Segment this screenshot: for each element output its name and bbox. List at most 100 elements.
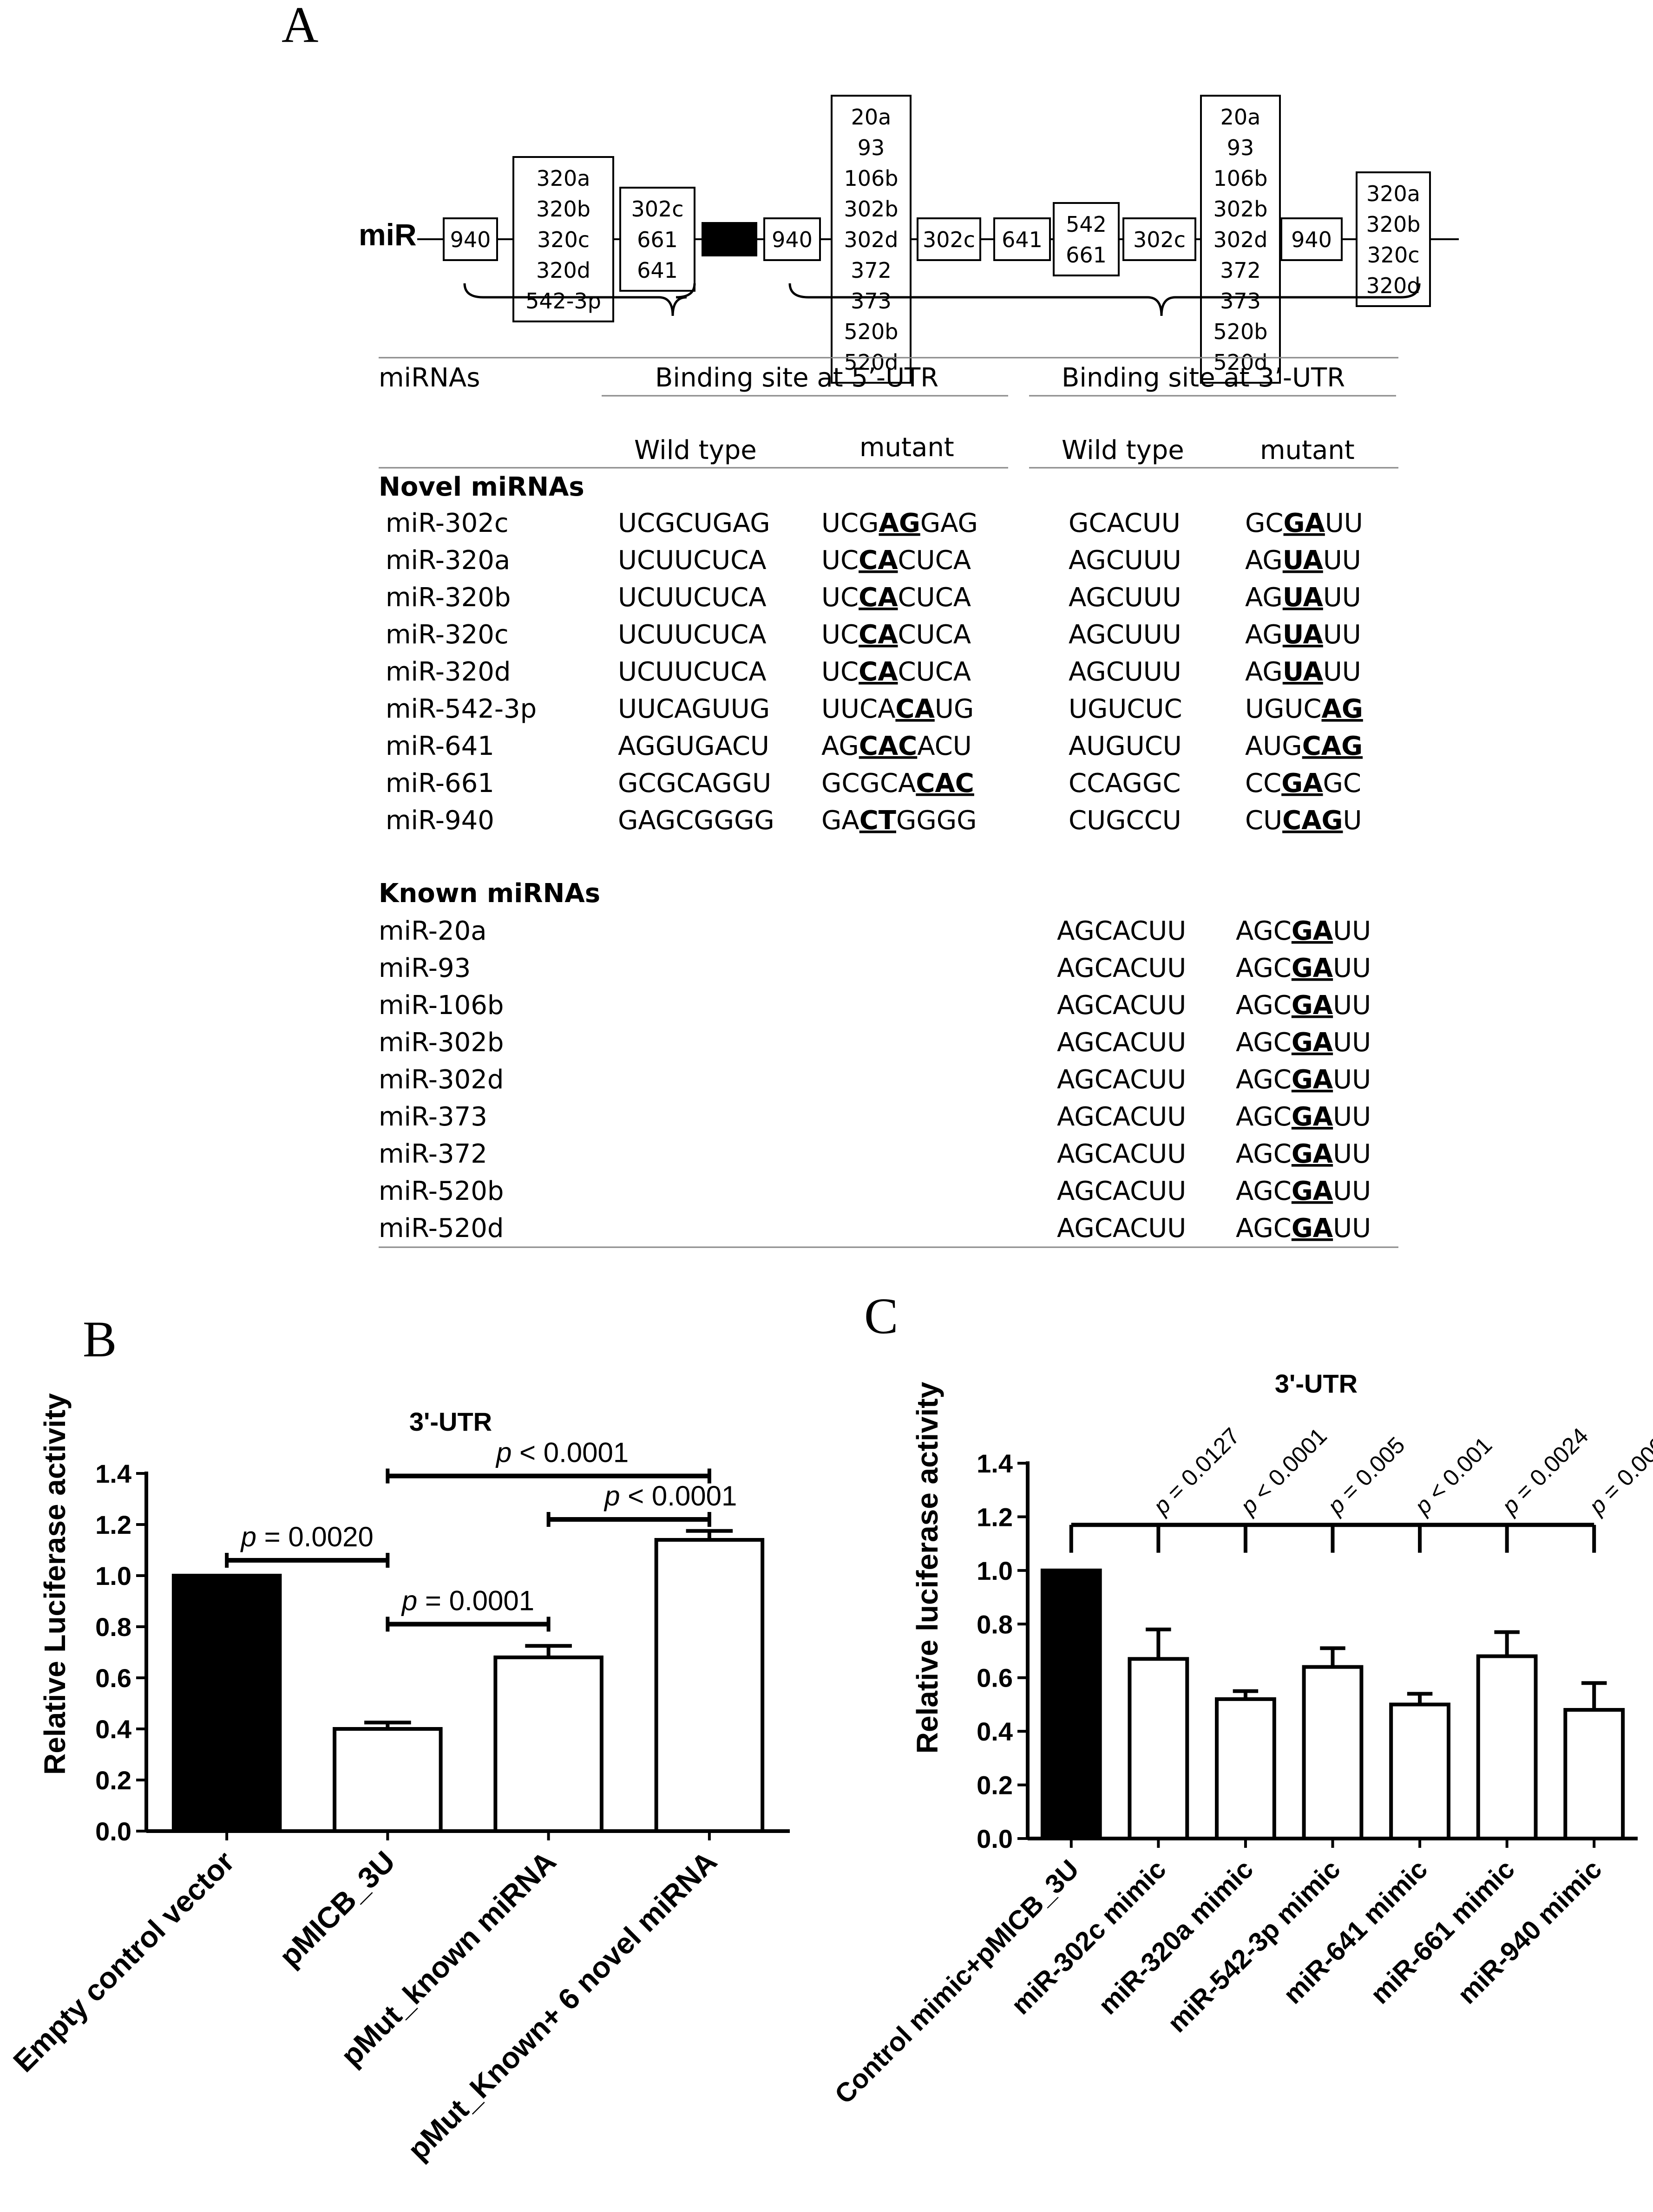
utr3-site-5-label: 302c — [1133, 227, 1186, 252]
mutant-3utr-seq: AUGCAG — [1245, 731, 1363, 761]
novel-mirna-name: miR-542-3p — [386, 694, 537, 724]
chart-b-ylabel: Relative Luciferase activity — [38, 1393, 72, 1775]
mutant-3utr-seq: CUCAGU — [1245, 805, 1362, 836]
col-header-3utr: Binding site at 3’-UTR — [1062, 363, 1345, 393]
chart-b-x-tick-label: pMut_Known+ 6 novel miRNA — [401, 1845, 723, 2166]
utr5-site-2-box — [619, 187, 695, 292]
utr3-site-8-label: 320a — [1366, 181, 1420, 206]
utr3-site-6-label: 93 — [1227, 135, 1254, 160]
utr3-site-8-label: 320d — [1366, 273, 1421, 298]
construct-diagram: miR 940 320a 320b 320c 320d 542-3p 302c 661 641 L… — [359, 95, 1459, 384]
chart-c-y-tick-label: 1.4 — [977, 1449, 1013, 1478]
utr3-site-8-box — [1356, 171, 1431, 307]
utr3-site-5-box — [1122, 217, 1196, 261]
wild-3utr-seq: GCACUU — [1069, 508, 1181, 538]
chart-c-y-tick-label: 0.8 — [977, 1610, 1013, 1639]
wild-3utr-seq: AGCACUU — [1057, 1065, 1186, 1095]
mutant-3utr-seq: AGCGAUU — [1236, 1139, 1371, 1169]
utr3-site-1-label: 520d — [844, 350, 899, 375]
utr3-site-1-label: 373 — [851, 288, 892, 314]
chart-c-bar — [1215, 1697, 1276, 1841]
chart-c-y-tick-label: 0.6 — [977, 1663, 1013, 1693]
wild-5utr-seq: UUCAGUUG — [618, 694, 770, 724]
utr5-site-1-label: 320c — [537, 227, 590, 252]
utr3-site-1-label: 20a — [851, 105, 892, 130]
col-header-5utr: Binding site at 5’-UTR — [655, 363, 938, 393]
chart-b: 3'-UTR Relative Luciferase activity 0.0 0… — [7, 1393, 790, 2166]
utr3-site-4-label: 661 — [1066, 242, 1107, 268]
utr3-site-0-box — [763, 217, 821, 261]
novel-mirna-name: miR-320b — [386, 582, 511, 613]
novel-mirna-name: miR-320d — [386, 657, 511, 687]
chart-c-y-tick-label: 0.2 — [977, 1771, 1013, 1800]
chart-c-bar — [1563, 1708, 1625, 1840]
known-mirna-name: miR-520d — [379, 1213, 504, 1243]
known-mirna-name: miR-373 — [379, 1102, 487, 1132]
chart-c-x-tick-label: miR-542-3p mimic — [1162, 1854, 1346, 2038]
wild-3utr-seq: AGCUUU — [1069, 620, 1181, 650]
novel-mirna-name: miR-320a — [386, 545, 510, 576]
utr3-site-6-label: 106b — [1214, 166, 1268, 191]
panel-label-c: C — [864, 1288, 898, 1344]
wild-5utr-seq: GAGCGGGG — [618, 805, 774, 836]
mir-label: miR — [359, 217, 417, 252]
known-mirna-name: miR-520b — [379, 1176, 504, 1206]
utr3-site-1-box — [831, 95, 912, 384]
chart-c-ylabel: Relative luciferase activity — [911, 1381, 944, 1754]
chart-b-y-tick-label: 0.2 — [95, 1766, 131, 1795]
chart-c-bar — [1040, 1568, 1102, 1841]
binding-site-table: miRNAs Binding site at 5’-UTR Binding si… — [379, 357, 1398, 1248]
chart-c-y-tick-label: 0.0 — [977, 1824, 1013, 1853]
wild-3utr-seq: AGCUUU — [1069, 582, 1181, 613]
chart-c-bar — [1128, 1657, 1189, 1840]
chart-c-p-value: p = 0.005 — [1322, 1432, 1410, 1519]
mutant-5utr-seq: UCCACUCA — [821, 657, 971, 687]
utr5-brace — [463, 283, 696, 316]
utr5-site-2-label: 302c — [631, 196, 683, 222]
chart-c-x-tick-label: miR-320a mimic — [1093, 1854, 1259, 2020]
novel-header: Novel miRNAs — [379, 472, 584, 502]
utr3-site-6-label: 520d — [1214, 350, 1268, 375]
chart-b-bar — [493, 1656, 603, 1833]
chart-c-y-tick-label: 0.4 — [977, 1717, 1013, 1746]
wild-3utr-seq: AUGUCU — [1069, 731, 1182, 761]
utr5-site-0-box — [443, 217, 498, 261]
wild-5utr-seq: UCUUCUCA — [618, 657, 767, 687]
wild-3utr-seq: CCAGGC — [1069, 768, 1181, 798]
utr3-site-1-label: 302b — [844, 196, 899, 222]
utr5-site-2-label: 641 — [637, 258, 678, 283]
mutant-3utr-seq: AGUAUU — [1245, 657, 1361, 687]
novel-mirna-name: miR-302c — [386, 508, 509, 538]
mutant-3utr-seq: AGCGAUU — [1236, 990, 1371, 1021]
subheader-wild-5: Wild type — [634, 435, 757, 465]
utr3-site-8-label: 320c — [1367, 242, 1419, 268]
chart-b-bar — [333, 1727, 443, 1833]
chart-c-p-value: p < 0.0001 — [1235, 1423, 1332, 1520]
wild-3utr-seq: AGCACUU — [1057, 1027, 1186, 1058]
novel-mirna-name: miR-661 — [386, 768, 494, 798]
wild-5utr-seq: UCUUCUCA — [618, 545, 767, 576]
wild-3utr-seq: AGCACUU — [1057, 1139, 1186, 1169]
wild-3utr-seq: UGUCUC — [1069, 694, 1182, 724]
subheader-mutant-5: mutant — [859, 432, 954, 463]
chart-c-p-value: p = 0.0127 — [1148, 1423, 1245, 1520]
utr3-site-1-label: 520b — [844, 319, 899, 344]
mutant-3utr-seq: GCGAUU — [1245, 508, 1363, 538]
utr3-site-1-label: 302d — [844, 227, 899, 252]
utr3-site-1-label: 372 — [851, 258, 892, 283]
col-header-mirnas: miRNAs — [379, 363, 480, 393]
known-mirna-name: miR-302d — [379, 1065, 504, 1095]
mutant-3utr-seq: AGUAUU — [1245, 620, 1361, 650]
utr3-brace — [788, 283, 1421, 316]
wild-5utr-seq: AGGUGACU — [618, 731, 769, 761]
mutant-3utr-seq: AGCGAUU — [1236, 916, 1371, 946]
utr3-site-1-label: 106b — [844, 166, 899, 191]
mutant-5utr-seq: UCCACUCA — [821, 620, 971, 650]
wild-3utr-seq: AGCACUU — [1057, 953, 1186, 983]
known-mirna-name: miR-106b — [379, 990, 504, 1021]
wild-5utr-seq: GCGCAGGU — [618, 768, 771, 798]
mutant-5utr-seq: UCCACUCA — [821, 582, 971, 613]
wild-5utr-seq: UCUUCUCA — [618, 620, 767, 650]
mutant-3utr-seq: AGCGAUU — [1236, 1065, 1371, 1095]
